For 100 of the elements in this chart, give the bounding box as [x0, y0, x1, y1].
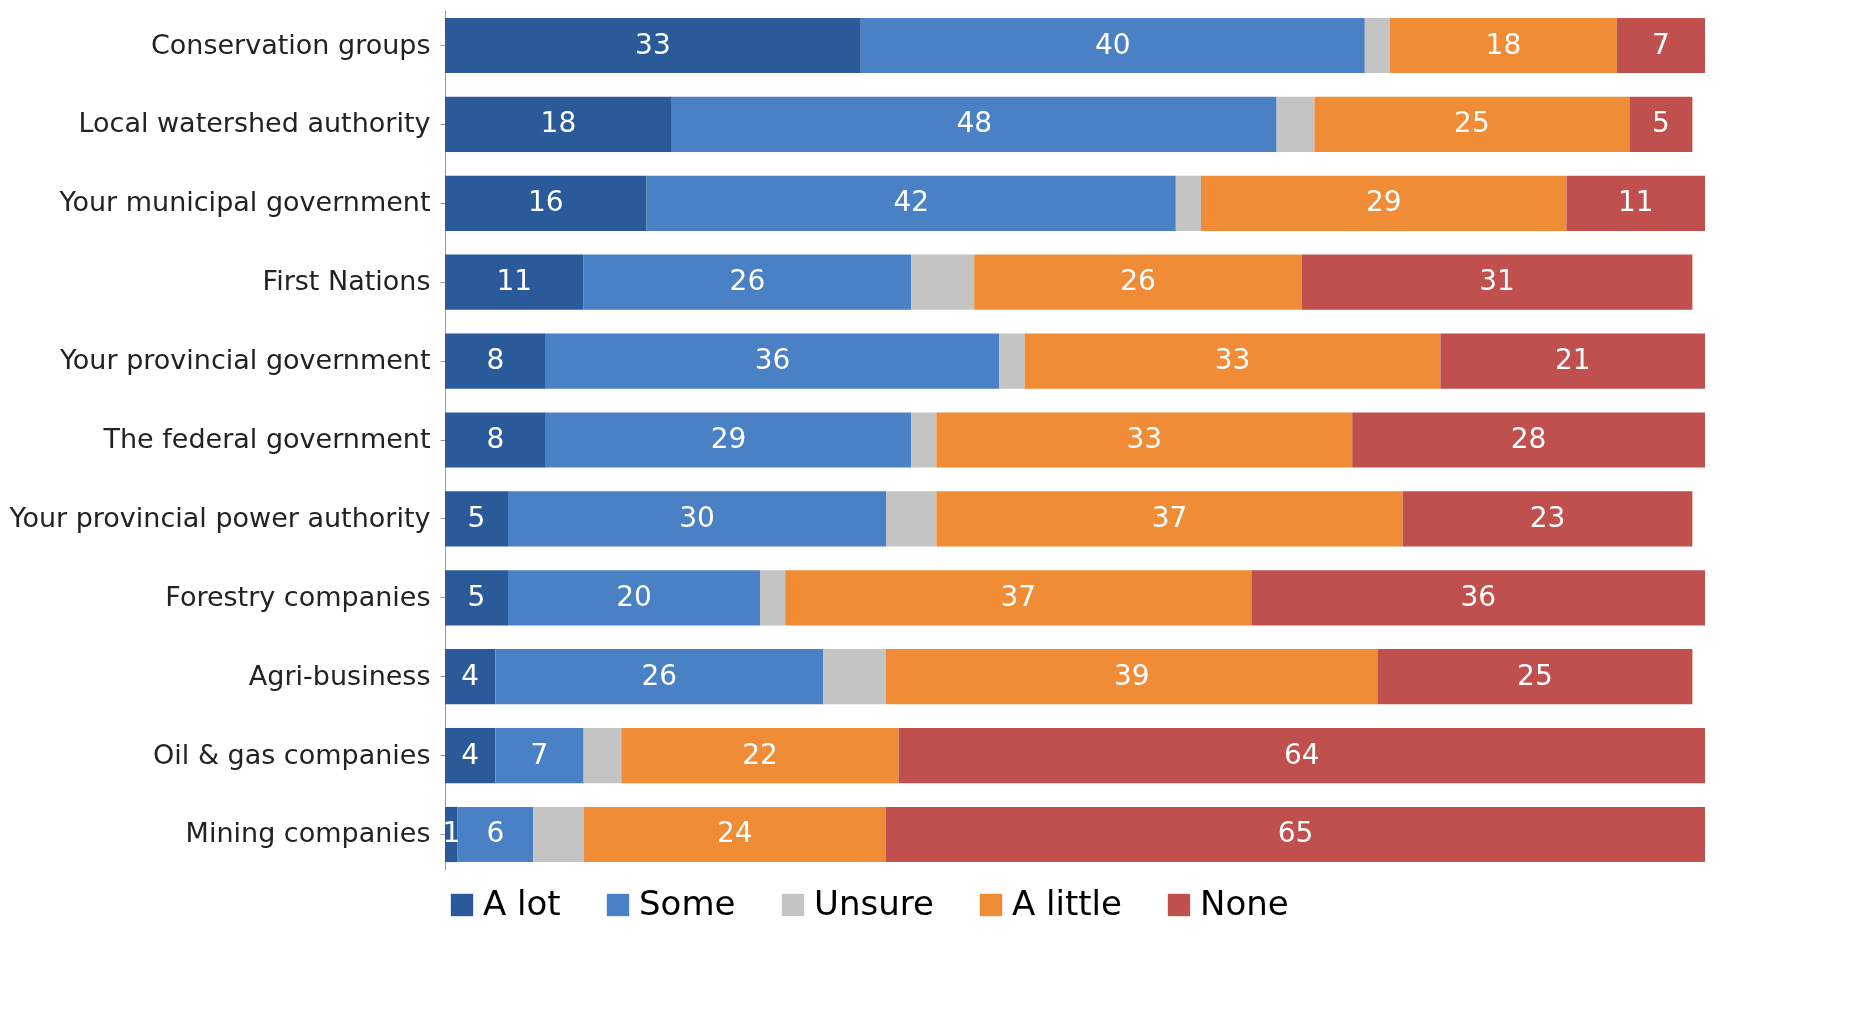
y-tick-label: First Nations	[262, 265, 431, 297]
data-label: 11	[496, 264, 533, 298]
bar	[445, 96, 672, 153]
bar	[621, 727, 899, 784]
data-label: 23	[1529, 500, 1566, 534]
bar	[785, 570, 1252, 626]
data-label: 64	[1283, 737, 1320, 771]
y-tick-label: Your provincial power authority	[8, 501, 431, 533]
bar	[1301, 254, 1693, 310]
y-tick-label: Your municipal government	[58, 186, 431, 218]
data-label: 26	[1120, 264, 1156, 298]
bar	[445, 17, 861, 74]
data-label: 5	[467, 579, 486, 613]
bar	[1616, 17, 1705, 74]
bar	[898, 727, 1705, 784]
data-label: 21	[1554, 343, 1591, 377]
data-label: 5	[1651, 106, 1670, 140]
bar	[886, 806, 1705, 863]
data-label: 18	[540, 106, 577, 140]
legend-label: A lot	[483, 883, 561, 923]
data-label: 1	[442, 816, 461, 850]
data-label: 16	[527, 185, 564, 219]
data-label: 37	[1000, 579, 1037, 613]
y-tick-label: Mining companies	[185, 817, 431, 849]
data-label: 24	[716, 816, 753, 850]
data-label: 11	[1617, 185, 1654, 219]
y-tick-label: Agri-business	[248, 659, 431, 691]
data-label: 33	[1126, 422, 1163, 455]
bar	[936, 491, 1403, 547]
bar	[583, 727, 622, 784]
data-label: 25	[1517, 658, 1553, 692]
data-label: 5	[467, 500, 486, 534]
bar	[911, 254, 975, 310]
bar	[1402, 491, 1693, 547]
y-tick-label: Local watershed authority	[78, 107, 431, 139]
bar	[671, 96, 1277, 153]
legend-label: A little	[1012, 883, 1122, 923]
legend-label: Unsure	[814, 883, 934, 923]
bar	[445, 175, 647, 231]
data-label: 4	[461, 737, 480, 771]
bar	[1201, 175, 1567, 231]
data-label: 65	[1277, 816, 1314, 850]
bar	[886, 649, 1378, 705]
data-label: 4	[461, 658, 480, 692]
data-label: 8	[486, 343, 505, 377]
data-label: 39	[1113, 658, 1150, 692]
bar	[823, 649, 886, 705]
data-label: 42	[893, 185, 930, 219]
bar	[508, 570, 760, 626]
bar	[1566, 175, 1705, 231]
data-label: 7	[1651, 27, 1670, 61]
bar	[445, 727, 496, 784]
bar	[1364, 17, 1390, 74]
bar	[583, 806, 886, 863]
data-label: 31	[1479, 264, 1515, 298]
bar	[1175, 175, 1201, 231]
data-label: 36	[1460, 579, 1497, 613]
bar	[1440, 333, 1705, 389]
y-tick-label: Oil & gas companies	[153, 738, 431, 770]
bar	[1024, 333, 1441, 389]
bar	[760, 570, 786, 626]
data-label: 8	[486, 422, 505, 455]
bar	[445, 649, 496, 705]
bar	[533, 806, 584, 863]
bar	[495, 649, 823, 705]
bar	[999, 333, 1025, 389]
bar	[445, 254, 584, 310]
data-label: 26	[729, 264, 766, 298]
bar	[646, 175, 1176, 231]
data-label: 26	[641, 658, 678, 692]
bar	[1251, 570, 1705, 626]
bar	[1629, 96, 1693, 153]
y-tick-label: Your provincial government	[58, 344, 431, 376]
legend-label: Some	[639, 883, 736, 923]
data-label: 37	[1151, 500, 1188, 534]
data-label: 40	[1094, 27, 1131, 61]
legend-label: None	[1200, 883, 1289, 923]
y-tick-label: The federal government	[102, 423, 431, 454]
data-label: 28	[1510, 422, 1547, 455]
data-label: 29	[710, 422, 747, 455]
bar	[1390, 17, 1617, 74]
bar	[860, 17, 1365, 74]
bar	[445, 570, 508, 626]
bar	[545, 412, 912, 468]
bar	[445, 491, 508, 547]
data-label: 30	[679, 500, 715, 534]
bar	[974, 254, 1302, 310]
data-label: 22	[742, 737, 778, 771]
data-label: 33	[635, 27, 671, 61]
y-tick-label: Conservation groups	[150, 28, 431, 60]
data-label: 6	[486, 816, 505, 850]
bar	[445, 333, 546, 389]
data-label: 36	[754, 343, 791, 377]
bar	[445, 412, 546, 468]
data-label: 25	[1454, 106, 1490, 140]
data-label: 18	[1485, 27, 1522, 61]
bar	[545, 333, 1000, 389]
bar	[1377, 649, 1693, 705]
data-label: 29	[1365, 185, 1402, 219]
bar	[583, 254, 912, 310]
